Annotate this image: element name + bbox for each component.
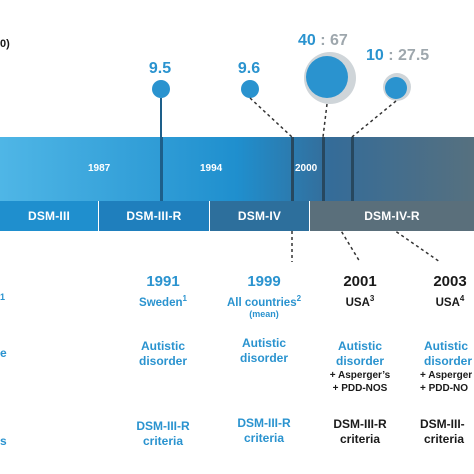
- connector-1999: [249, 97, 293, 138]
- criteria-line-2: disorder: [239, 350, 288, 365]
- criteria-line-1: Autistic: [140, 338, 185, 353]
- manual-line-1: DSM-III-R: [333, 416, 387, 431]
- left-fragment-sup: 1: [0, 292, 6, 302]
- rate-axis-label-fragment: 0): [0, 38, 10, 50]
- study-location: USA4: [435, 294, 465, 309]
- study-year: 1991: [146, 273, 180, 290]
- value-2003: 10 : 27.5: [366, 47, 430, 64]
- value-2001: 40 : 67: [298, 32, 348, 49]
- study-year: 2003: [433, 273, 467, 290]
- band-dsm-iv-r: DSM-IV-R: [310, 201, 474, 231]
- band-dsm-iii: DSM-III: [0, 201, 98, 231]
- band-divider: [98, 201, 99, 231]
- bubble-1999: [241, 80, 259, 98]
- marker-1991: [160, 137, 163, 201]
- value-1991: 9.5: [148, 60, 172, 77]
- manual-line-1: DSM-III-R: [237, 415, 291, 430]
- manual-line-1: DSM-III-R: [136, 418, 190, 433]
- study-column-2001: 2001 USA3 Autistic disorder + Asperger’s…: [312, 273, 408, 447]
- band-dsm-iii-r: DSM-III-R: [99, 201, 209, 231]
- criteria-line-2: disorder: [138, 353, 187, 368]
- value-1999: 9.6: [237, 60, 261, 77]
- manual-line-2: criteria: [424, 431, 465, 446]
- band-dsm-iv: DSM-IV: [210, 201, 309, 231]
- criteria-line-1: Autistic: [337, 338, 382, 353]
- connector-2001: [322, 103, 328, 138]
- criteria-extra-1: + Asperger: [420, 369, 473, 381]
- criteria-line-1: Autistic: [424, 338, 469, 353]
- left-fragment-row2: e: [0, 346, 7, 360]
- study-column-2003: 2003 USA4 Autistic disorder + Asperger +…: [410, 273, 474, 447]
- study-column-2003-clip: 2003 USA4 Autistic disorder + Asperger +…: [410, 273, 474, 474]
- study-location: USA3: [345, 294, 375, 309]
- study-location: Sweden1: [139, 294, 187, 309]
- criteria-line-2: disorder: [335, 353, 384, 368]
- criteria-extra-2: + PDD-NO: [420, 382, 469, 394]
- marker-2001: [322, 137, 325, 201]
- year-tick-2000: 2000: [295, 163, 318, 174]
- bubble-2001-inner: [306, 56, 348, 98]
- year-tick-1987: 1987: [88, 163, 111, 174]
- bubble-1991: [152, 80, 170, 98]
- connector-2003: [351, 100, 397, 138]
- marker-1999: [291, 137, 294, 201]
- manual-line-2: criteria: [243, 430, 285, 445]
- criteria-extra-1: + Asperger’s: [329, 369, 391, 381]
- study-year: 2001: [343, 273, 377, 290]
- marker-2003: [351, 137, 354, 201]
- study-location: All countries2: [226, 294, 302, 309]
- manual-line-2: criteria: [142, 433, 184, 448]
- timeline-bar: [0, 137, 474, 201]
- criteria-line-1: Autistic: [241, 335, 286, 350]
- criteria-extra-2: + PDD-NOS: [332, 382, 388, 394]
- study-mean-note: (mean): [249, 308, 279, 319]
- manual-line-2: criteria: [339, 431, 381, 446]
- year-tick-1994: 1994: [200, 163, 223, 174]
- bubble-2003-inner: [385, 77, 407, 99]
- study-column-1991: 1991 Sweden1 Autistic disorder DSM-III-R…: [115, 273, 211, 449]
- criteria-line-2: disorder: [424, 353, 473, 368]
- left-fragment-row3: s: [0, 434, 7, 448]
- study-column-1999: 1999 All countries2 (mean) Autistic diso…: [212, 273, 316, 446]
- study-year: 1999: [247, 273, 281, 290]
- manual-line-1: DSM-III-: [420, 416, 465, 431]
- band-divider: [309, 201, 310, 231]
- band-divider: [209, 201, 210, 231]
